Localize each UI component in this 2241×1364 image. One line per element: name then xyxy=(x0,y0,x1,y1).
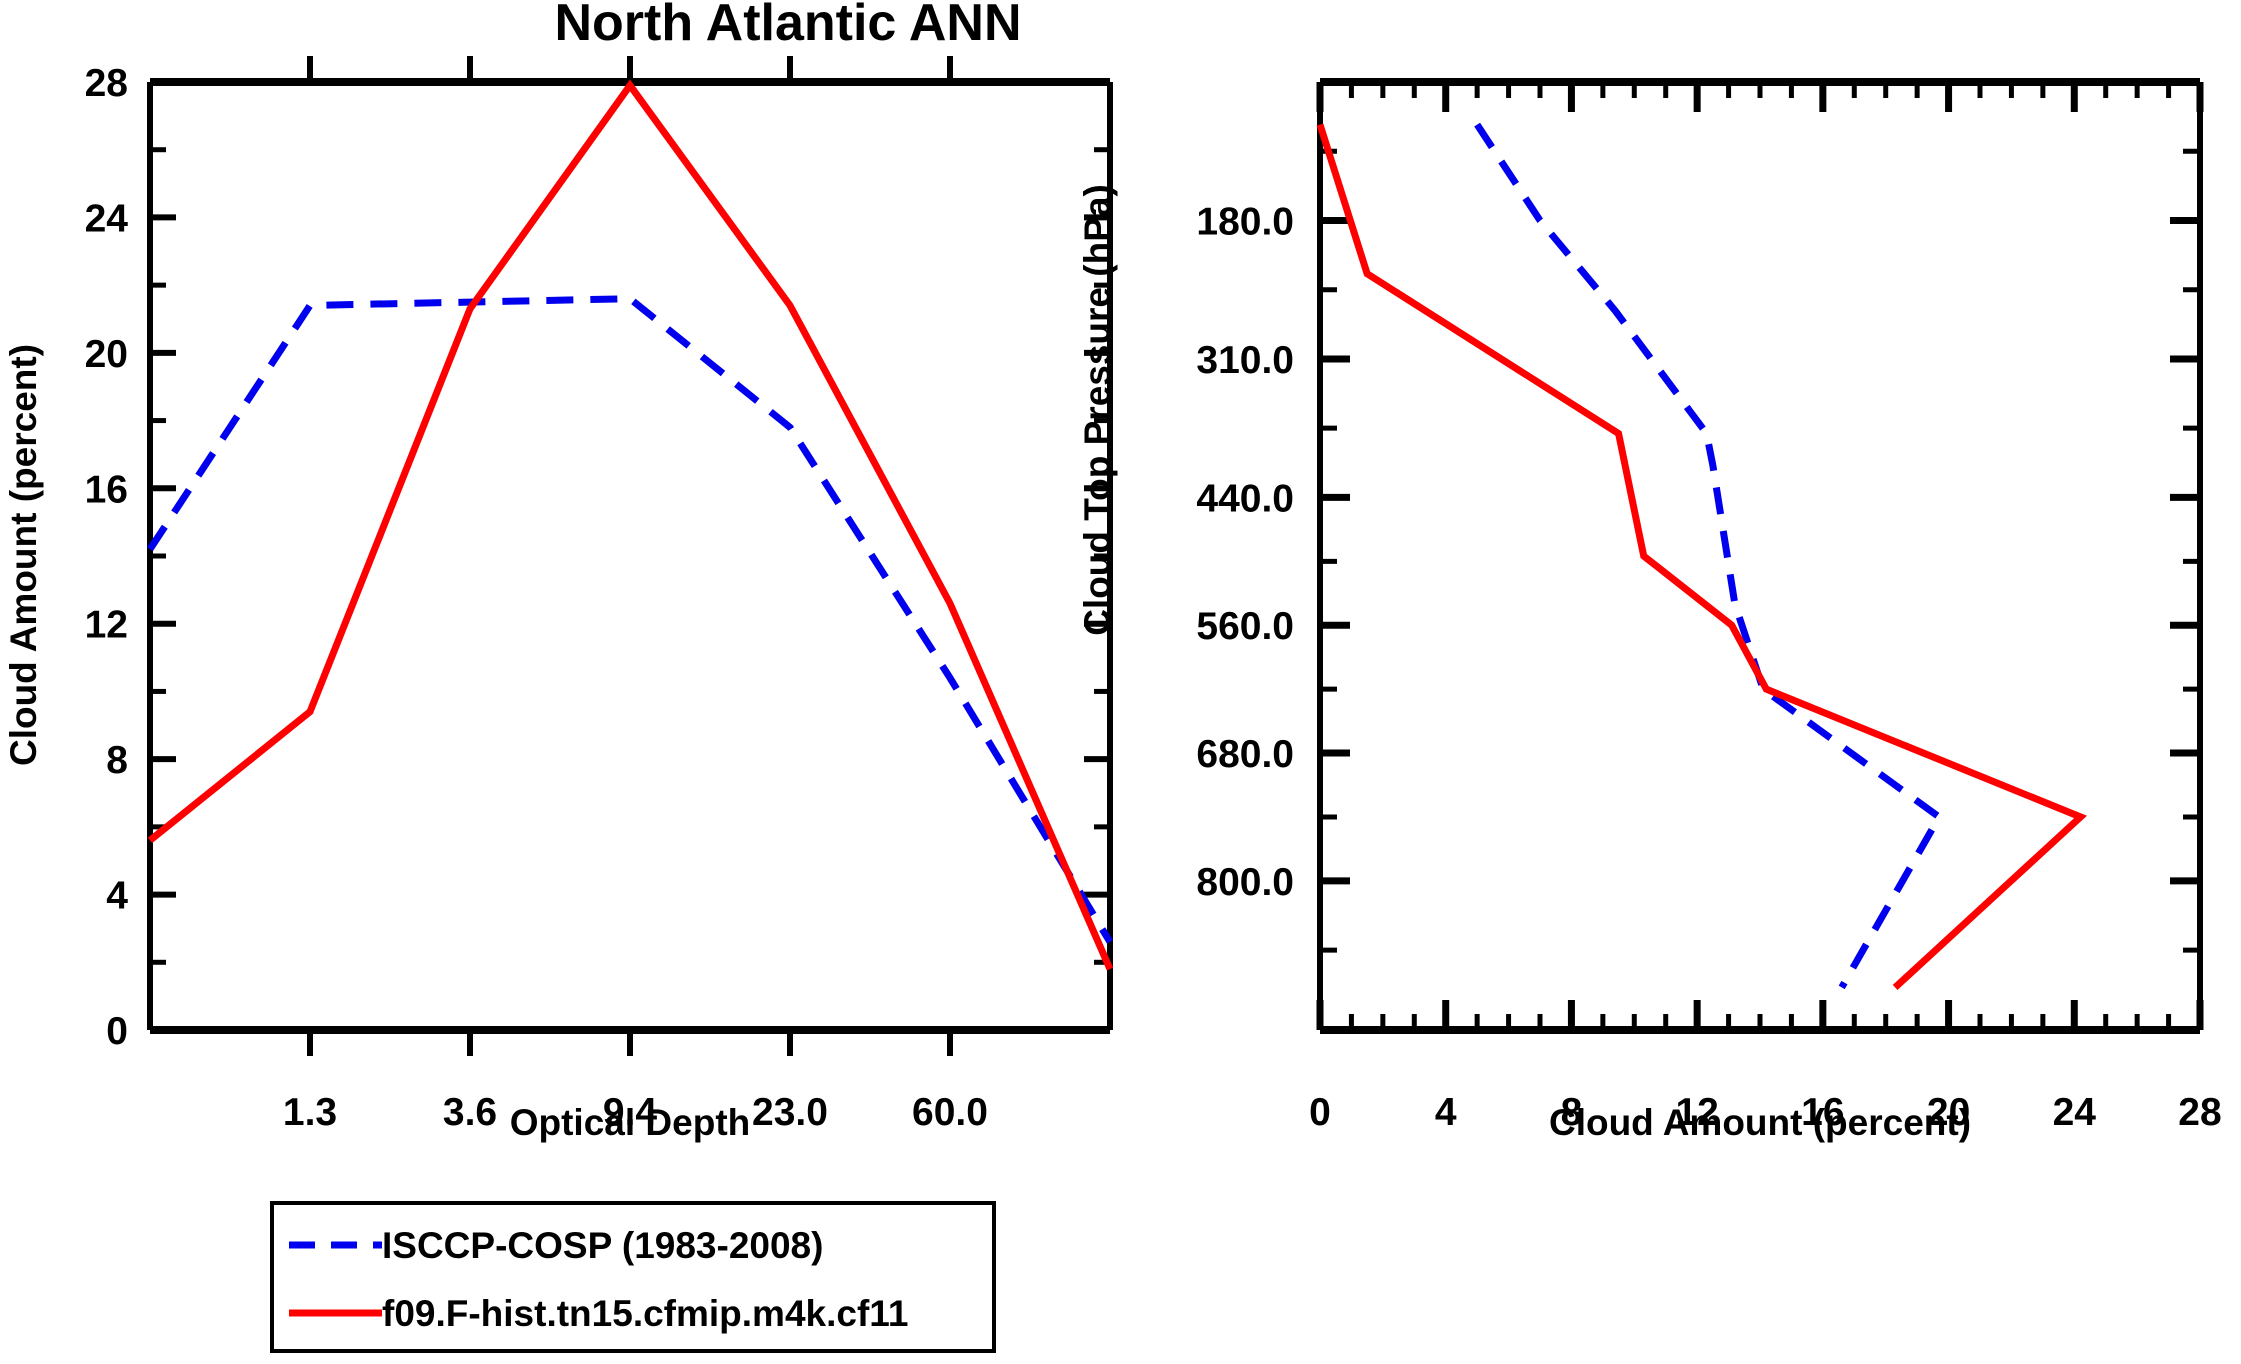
left-y-tick-label: 16 xyxy=(85,468,128,511)
right-x-tick-label: 4 xyxy=(1435,1091,1457,1134)
left-y-tick-label: 4 xyxy=(106,875,128,918)
left-series-model xyxy=(147,79,1114,971)
right-panel: 0 4 8 12 16 20 24 28 180.0 310.0 440.0 560.0 680.0 8… xyxy=(1077,78,2222,1143)
right-x-tick-label: 16 xyxy=(1801,1091,1844,1134)
right-y-tick-label: 310.0 xyxy=(1196,339,1294,382)
left-y-tick-label: 12 xyxy=(85,604,128,647)
left-y-tick-label: 28 xyxy=(85,62,128,105)
right-x-tick-labels: 0 4 8 12 16 20 24 28 xyxy=(1309,1091,2222,1134)
legend-label-model: f09.F-hist.tn15.cfmip.m4k.cf11 xyxy=(382,1293,908,1334)
left-x-tick-label: 60.0 xyxy=(912,1091,988,1134)
right-x-tick-label: 28 xyxy=(2178,1091,2221,1134)
legend-label-obs: ISCCP-COSP (1983-2008) xyxy=(382,1225,823,1266)
right-series-model xyxy=(1316,123,2088,990)
legend-box xyxy=(270,1201,996,1353)
right-x-tick-label: 24 xyxy=(2053,1091,2097,1134)
left-axis-ticks xyxy=(150,56,1110,1056)
left-y-axis-label: Cloud Amount (percent) xyxy=(3,344,44,766)
left-y-tick-label: 8 xyxy=(106,739,128,782)
right-y-tick-label: 680.0 xyxy=(1196,733,1294,776)
left-x-axis-label: Optical Depth xyxy=(510,1102,751,1143)
right-x-tick-label: 20 xyxy=(1927,1091,1970,1134)
left-y-tick-labels: 0 4 8 12 16 20 24 28 xyxy=(85,62,129,1053)
right-data-lines xyxy=(1316,122,2088,990)
right-y-axis-label: Cloud Top Pressure (hPa) xyxy=(1077,184,1118,636)
right-y-tick-label: 440.0 xyxy=(1196,477,1294,520)
right-axis-ticks xyxy=(1316,82,2204,1030)
left-x-tick-label: 9.4 xyxy=(603,1091,658,1134)
left-y-tick-label: 20 xyxy=(85,333,128,376)
right-y-tick-label: 800.0 xyxy=(1196,861,1294,904)
legend: ISCCP-COSP (1983-2008) f09.F-hist.tn15.c… xyxy=(270,1201,996,1353)
left-x-tick-label: 23.0 xyxy=(752,1091,828,1134)
right-y-tick-labels: 180.0 310.0 440.0 560.0 680.0 800.0 xyxy=(1196,200,1294,903)
right-series-obs xyxy=(1474,122,1944,990)
left-data-lines xyxy=(147,79,1114,971)
figure-title: North Atlantic ANN xyxy=(554,0,1021,52)
right-y-tick-label: 560.0 xyxy=(1196,605,1294,648)
right-y-tick-label: 180.0 xyxy=(1196,200,1294,243)
right-x-tick-label: 12 xyxy=(1675,1091,1718,1134)
left-panel: 1.3 3.6 9.4 23.0 60.0 0 4 8 12 16 20 24 28 Optical … xyxy=(3,56,1114,1143)
left-x-tick-labels: 1.3 3.6 9.4 23.0 60.0 xyxy=(283,1091,988,1134)
left-x-tick-label: 1.3 xyxy=(283,1091,337,1134)
right-x-tick-label: 8 xyxy=(1561,1091,1583,1134)
left-x-tick-label: 3.6 xyxy=(443,1091,497,1134)
left-y-tick-label: 24 xyxy=(85,197,129,240)
left-series-obs xyxy=(147,295,1113,944)
right-x-axis-label: Cloud Amount (percent) xyxy=(1549,1102,1971,1143)
right-x-tick-label: 0 xyxy=(1309,1091,1331,1134)
left-y-tick-label: 0 xyxy=(106,1010,128,1053)
